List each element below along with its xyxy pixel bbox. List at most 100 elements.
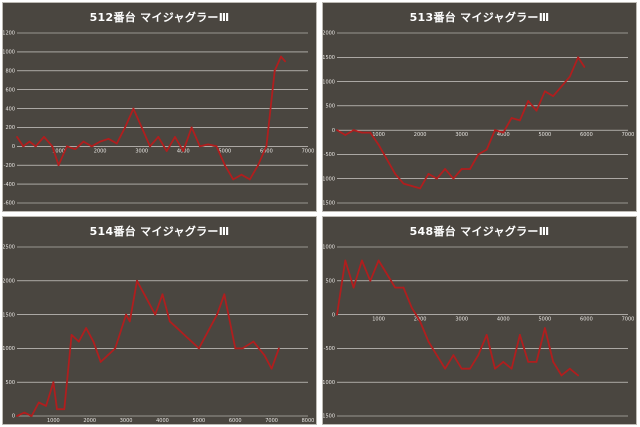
x-tick-label: 3000 [135, 148, 148, 154]
data-point [568, 367, 571, 370]
data-point [252, 340, 255, 343]
data-point [37, 401, 40, 404]
y-tick-label: 0 [332, 128, 335, 134]
data-point [444, 168, 446, 170]
x-tick-label: 2000 [83, 418, 96, 424]
data-point [427, 340, 430, 343]
data-point [16, 415, 18, 417]
data-point [154, 313, 157, 316]
y-tick-label: 500 [325, 279, 335, 285]
y-tick-label: 500 [5, 380, 15, 386]
data-point [344, 134, 347, 136]
chart-title: 513番台 マイジャグラーⅢ [409, 11, 550, 24]
y-tick-label: 2000 [323, 31, 335, 37]
data-point [435, 354, 438, 357]
data-point [223, 293, 226, 296]
data-point [527, 361, 530, 363]
chart-panel-512: 512番台 マイジャグラーⅢ -600 -400 -200 0 200 400 600 800… [2, 2, 317, 212]
data-point [124, 126, 126, 129]
data-point [527, 100, 530, 102]
data-point [410, 306, 413, 309]
data-point [519, 333, 521, 336]
data-point [43, 135, 45, 138]
data-point [552, 95, 555, 98]
y-tick-label: 1000 [3, 346, 15, 352]
series-line [16, 55, 286, 181]
data-point [23, 411, 26, 414]
chart-title: 512番台 マイジャグラーⅢ [89, 11, 230, 24]
y-tick-label: 1500 [3, 312, 15, 318]
data-point [157, 135, 160, 138]
series-line [336, 56, 586, 190]
data-point [263, 354, 266, 357]
x-tick-label: 1000 [47, 418, 60, 424]
data-point [197, 347, 200, 350]
data-point [402, 182, 405, 185]
data-point [485, 333, 488, 336]
x-tick-label: 6000 [580, 132, 593, 138]
y-tick-label: 1000 [323, 79, 335, 85]
chart-plot: -600 -400 -200 0 200 400 600 800 1000 1200 1000 200… [3, 31, 314, 207]
data-point [215, 145, 218, 148]
data-point [223, 164, 226, 167]
data-point [535, 361, 538, 363]
data-point [74, 148, 77, 151]
data-point [494, 367, 496, 370]
data-point [284, 60, 287, 63]
data-point [502, 131, 505, 134]
data-point [165, 150, 168, 152]
y-tick-label: 1000 [3, 50, 15, 56]
data-point [234, 347, 237, 350]
data-point [82, 140, 85, 143]
data-point [168, 320, 171, 323]
data-point [56, 408, 58, 411]
data-point [107, 137, 110, 140]
data-point [560, 85, 563, 88]
data-point [65, 145, 68, 148]
data-point [377, 259, 380, 262]
data-point [248, 178, 251, 181]
y-tick-label: 500 [325, 104, 335, 110]
y-tick-label: 1000 [323, 245, 335, 251]
data-point [107, 354, 109, 357]
data-point [377, 143, 380, 146]
data-point [435, 177, 438, 180]
chart-plot: 0 500 1000 1500 2000 2500 1000 2000 3000 4000 5000… [3, 245, 315, 424]
x-tick-label: 1000 [372, 317, 385, 323]
data-point [149, 145, 151, 148]
x-tick-label: 4000 [156, 418, 169, 424]
data-point [543, 90, 546, 93]
data-point [140, 126, 143, 129]
data-point [125, 313, 128, 316]
data-point [232, 178, 235, 181]
chart-plot: -1500 -1000 -500 0 500 1000 1000 2000 3000 4000 50… [323, 245, 634, 420]
data-point [452, 177, 455, 180]
data-point [543, 327, 546, 330]
data-point [114, 347, 117, 350]
data-point [460, 168, 463, 170]
data-point [216, 313, 218, 316]
data-point [115, 142, 118, 145]
data-point [45, 404, 47, 407]
y-tick-label: 800 [5, 68, 15, 74]
data-point [336, 129, 338, 132]
x-tick-label: 5000 [538, 132, 551, 138]
y-tick-label: 0 [12, 414, 15, 420]
x-tick-label: 8000 [302, 418, 315, 424]
data-point [427, 172, 430, 175]
x-tick-label: 3000 [120, 418, 133, 424]
data-point [90, 145, 93, 148]
x-tick-label: 2000 [414, 317, 427, 323]
data-point [63, 408, 66, 411]
y-tick-label: 0 [12, 144, 15, 150]
data-point [183, 333, 186, 336]
data-point [208, 327, 211, 330]
data-point [270, 367, 273, 370]
x-tick-label: 2000 [94, 148, 107, 154]
data-point [99, 140, 102, 143]
y-tick-label: 0 [332, 312, 335, 318]
data-point [494, 129, 496, 132]
x-tick-label: 5000 [538, 317, 551, 323]
data-point [132, 107, 135, 110]
data-point [199, 145, 201, 148]
